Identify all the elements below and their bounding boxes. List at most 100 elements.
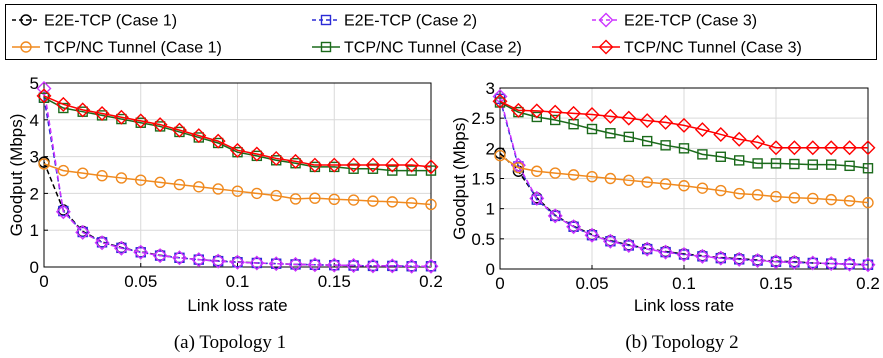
data-point: [406, 165, 417, 176]
data-point: [750, 253, 766, 269]
data-point: [116, 242, 127, 254]
data-point: [807, 192, 819, 205]
data-point: [423, 258, 439, 274]
chart-topology-1: 0 0.05 0.1 0.15 0.2 0 1 2 3 4 5 Link loss rate Goodp…: [7, 74, 443, 353]
data-point: [405, 197, 418, 209]
data-point: [842, 140, 858, 156]
x-tick-label: 0.05: [124, 272, 157, 291]
legend-entry: E2E-TCP (Case 3): [592, 13, 757, 30]
data-point: [529, 103, 545, 119]
data-point: [658, 114, 674, 130]
data-point: [715, 184, 727, 197]
data-point: [288, 153, 304, 169]
data-point: [404, 157, 420, 173]
data-point: [113, 109, 129, 125]
data-point: [384, 157, 400, 173]
data-point: [387, 260, 398, 272]
data-point: [750, 134, 766, 150]
data-point: [844, 160, 855, 172]
data-point: [642, 243, 653, 255]
data-point: [623, 131, 634, 143]
y-tick-label: 1: [30, 221, 39, 240]
data-point: [641, 176, 653, 188]
data-point: [57, 164, 70, 177]
y-axis-label: Goodput (Mbps): [7, 114, 26, 237]
x-tick-label: 0: [39, 272, 48, 291]
data-point: [328, 193, 340, 205]
data-point: [567, 169, 580, 181]
data-point: [789, 158, 800, 170]
data-point: [770, 256, 782, 267]
data-point: [639, 241, 655, 257]
data-point: [268, 256, 284, 272]
data-point: [586, 170, 598, 183]
data-point: [113, 240, 129, 256]
data-point: [55, 96, 71, 112]
data-point: [309, 192, 321, 204]
legend-marker: [20, 14, 32, 26]
legend: E2E-TCP (Case 1) E2E-TCP (Case 2) E2E-TCP …: [5, 4, 877, 60]
data-point: [38, 158, 50, 170]
data-point: [696, 182, 709, 194]
legend-entry: TCP/NC Tunnel (Case 1): [12, 40, 222, 57]
legend-label: TCP/NC Tunnel (Case 1): [44, 40, 222, 57]
x-tick-label: 0.1: [226, 272, 250, 291]
data-point: [602, 233, 618, 249]
legend-label: TCP/NC Tunnel (Case 3): [624, 40, 802, 57]
data-point: [547, 208, 563, 224]
data-point: [621, 110, 637, 126]
x-axis-label: Link loss rate: [187, 296, 287, 315]
series-line: [43, 97, 431, 268]
data-point: [805, 255, 821, 271]
data-point: [512, 161, 525, 174]
legend-marker: [320, 41, 332, 53]
data-point: [566, 105, 582, 121]
series-3: [492, 88, 876, 273]
x-tick-label: 0.15: [318, 272, 351, 291]
y-axis-label: Goodput (Mbps): [450, 117, 469, 240]
x-tick-label: 0.2: [856, 274, 880, 293]
data-point: [697, 149, 708, 160]
data-point: [191, 128, 207, 144]
data-point: [639, 113, 655, 129]
series-3: [36, 81, 439, 274]
data-point: [788, 192, 801, 204]
data-point: [807, 159, 818, 170]
series-6: [492, 93, 876, 156]
data-point: [425, 198, 437, 211]
data-point: [770, 190, 782, 203]
data-point: [733, 187, 745, 200]
data-point: [531, 165, 543, 177]
data-point: [770, 158, 782, 169]
y-tick-label: 4: [30, 111, 39, 130]
data-point: [307, 257, 323, 273]
data-point: [786, 140, 802, 156]
data-point: [326, 157, 342, 173]
data-point: [94, 235, 110, 251]
y-tick-label: 5: [30, 74, 39, 93]
legend-box: [5, 4, 877, 60]
series-line: [43, 97, 431, 172]
chart-topology-2: 0 0.05 0.1 0.15 0.2 0 0.5 1 1.5 2 2.5 3 Link loss ra…: [450, 79, 880, 353]
data-point: [249, 146, 265, 162]
x-tick-label: 0.2: [419, 272, 443, 291]
data-point: [326, 257, 342, 273]
data-point: [210, 133, 226, 149]
series-line: [499, 98, 869, 266]
data-point: [768, 140, 784, 156]
data-point: [694, 248, 710, 264]
data-point: [96, 170, 108, 182]
data-point: [642, 135, 653, 147]
y-tick-label: 2: [486, 139, 495, 158]
data-point: [58, 205, 69, 217]
data-point: [860, 257, 876, 273]
series-line: [43, 163, 432, 206]
data-point: [586, 230, 598, 241]
data-point: [547, 104, 563, 120]
series-4: [494, 149, 874, 209]
data-point: [568, 221, 579, 232]
y-tick-label: 3: [486, 79, 495, 98]
data-point: [676, 117, 692, 133]
data-point: [290, 259, 301, 270]
data-point: [494, 149, 506, 162]
